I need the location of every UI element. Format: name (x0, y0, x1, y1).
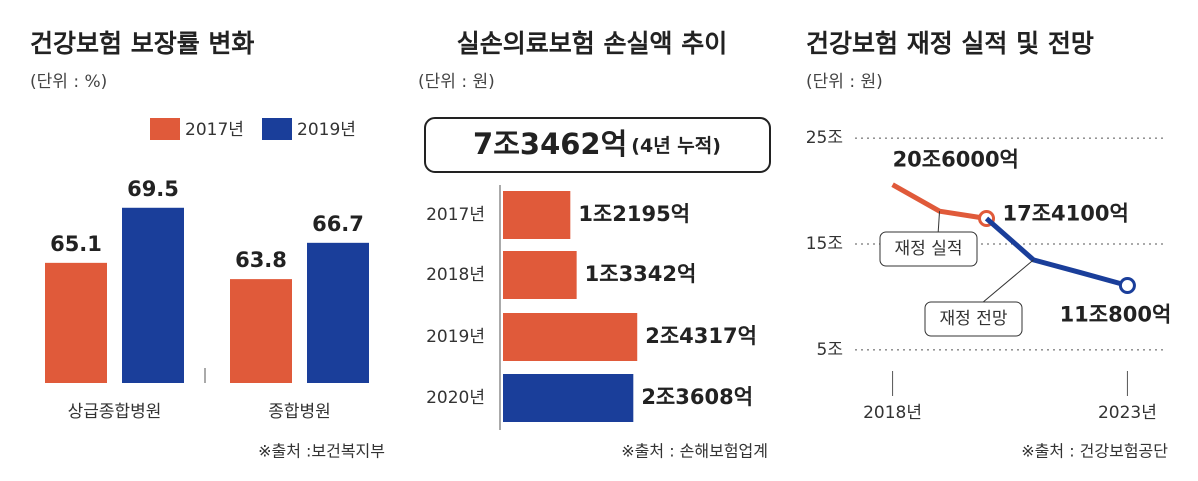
y-tick-label: 2017년 (426, 205, 485, 225)
line (984, 216, 1129, 288)
point (1118, 276, 1136, 294)
callout-leader (937, 211, 941, 233)
y-tick-label: 2019년 (426, 327, 485, 347)
x-tick-label: 종합병원 (268, 402, 331, 422)
value-label: 63.8 (235, 248, 287, 272)
unit-label: (단위 : %) (30, 72, 107, 92)
value-label: 11조800억 (1060, 302, 1172, 326)
bar (122, 207, 184, 383)
bar (503, 191, 571, 239)
y-tick-label: 2018년 (426, 265, 485, 285)
y-tick-label: 5조 (817, 340, 843, 360)
legend-label: 2017년 (185, 120, 244, 140)
value-label: 2조3608억 (641, 385, 753, 409)
bar (230, 279, 292, 383)
bar (503, 313, 638, 361)
unit-label: (단위 : 원) (806, 72, 883, 92)
total-note: (4년 누적) (631, 135, 721, 157)
x-tick-label: 2023년 (1098, 403, 1157, 423)
bar (307, 242, 369, 383)
bar (503, 374, 634, 422)
callout-box (924, 301, 1023, 337)
total-value: 7조3462억 (473, 127, 627, 161)
chart-title: 건강보험 보장률 변화 (30, 29, 254, 58)
y-tick-label: 15조 (806, 234, 843, 254)
bar (45, 262, 107, 383)
total-box (424, 117, 771, 173)
callout-leader (982, 259, 1034, 303)
x-tick-label: 2018년 (863, 403, 922, 423)
y-tick-label: 25조 (806, 128, 843, 148)
source: ※출처 :보건복지부 (258, 442, 385, 461)
x-tick-label: 상급종합병원 (68, 402, 162, 422)
unit-label: (단위 : 원) (418, 72, 495, 92)
value-label: 69.5 (127, 177, 179, 201)
chart-title: 실손의료보험 손실액 추이 (457, 29, 727, 58)
legend-swatch (150, 118, 180, 140)
callout-box (879, 231, 978, 267)
value-label: 2조4317억 (645, 324, 757, 348)
series-label: 재정 전망 (940, 309, 1008, 329)
source: ※출처 : 손해보험업계 (621, 442, 768, 461)
value-label: 17조4100억 (1003, 201, 1129, 225)
value-label: 65.1 (50, 232, 102, 256)
bar (503, 251, 577, 299)
series-label: 재정 실적 (895, 239, 963, 259)
total-text: 7조3462억 (4년 누적) (473, 127, 721, 161)
source: ※출처 : 건강보험공단 (1021, 442, 1168, 461)
legend-swatch (262, 118, 292, 140)
y-tick-label: 2020년 (426, 388, 485, 408)
value-label: 20조6000억 (893, 148, 1019, 172)
value-label: 1조2195억 (578, 202, 690, 226)
value-label: 66.7 (312, 212, 364, 236)
value-label: 1조3342억 (585, 262, 697, 286)
chart-title: 건강보험 재정 실적 및 전망 (806, 29, 1094, 58)
legend-label: 2019년 (297, 120, 356, 140)
